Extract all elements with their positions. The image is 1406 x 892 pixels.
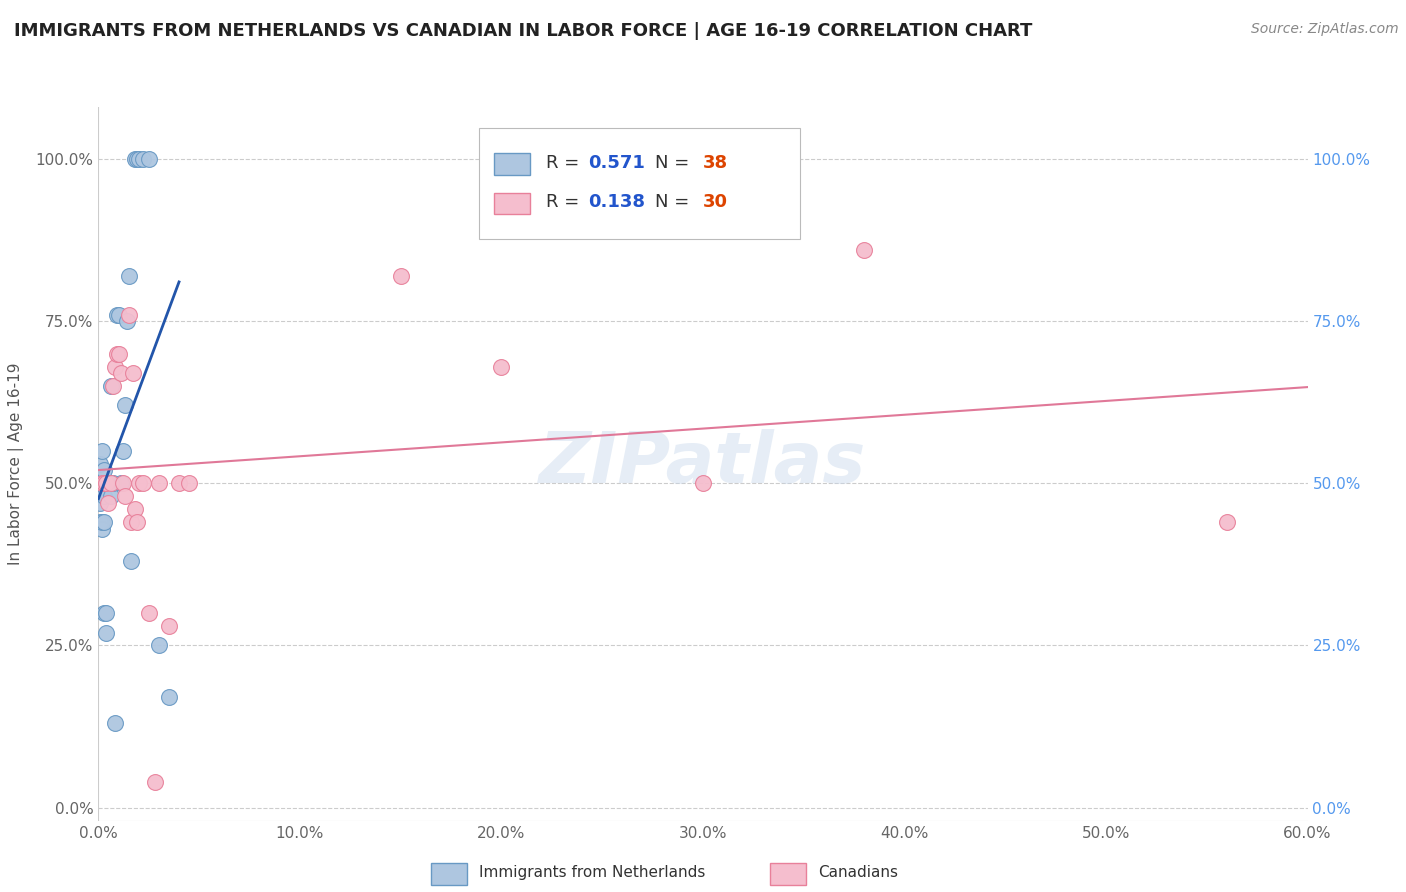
Text: Canadians: Canadians [818,864,898,880]
Point [96,476,118,491]
Point [118,268,141,283]
Point [93,476,115,491]
Point [103,716,125,731]
Point [157,619,180,633]
Point [128,152,150,166]
Text: N =: N = [655,193,695,211]
Point [138,152,160,166]
Point [97,496,120,510]
Point [91,443,114,458]
Point [101,379,124,393]
Point [120,554,142,568]
Point [114,489,136,503]
Point [110,476,132,491]
Point [124,152,146,166]
Point [89,457,111,471]
Point [389,268,412,283]
Point [91,515,114,529]
Point [148,476,170,491]
FancyBboxPatch shape [769,863,806,885]
Text: ZIPatlas: ZIPatlas [540,429,866,499]
Point [111,443,134,458]
Point [179,476,201,491]
Point [121,366,143,380]
Text: 38: 38 [703,153,728,171]
Point [132,476,155,491]
Text: N =: N = [655,153,695,171]
Point [105,346,128,360]
Point [105,308,128,322]
Point [111,476,134,491]
Point [93,476,115,491]
Point [91,476,114,491]
Point [128,476,150,491]
Text: R =: R = [546,153,585,171]
FancyBboxPatch shape [479,128,800,239]
Point [96,625,118,640]
Point [89,496,111,510]
Point [148,639,170,653]
Point [97,476,120,491]
Point [692,476,714,491]
Text: 0.571: 0.571 [588,153,645,171]
Point [115,314,138,328]
Point [89,515,111,529]
Point [167,476,190,491]
Point [107,346,129,360]
Point [100,476,122,491]
Point [101,476,124,491]
Point [107,308,129,322]
Point [120,515,142,529]
Point [93,489,115,503]
FancyBboxPatch shape [494,193,530,214]
Point [125,515,148,529]
Point [1216,515,1239,529]
Point [89,476,111,491]
Point [124,502,146,516]
Point [114,399,136,413]
Point [110,366,132,380]
Point [91,476,114,491]
Y-axis label: In Labor Force | Age 16-19: In Labor Force | Age 16-19 [8,362,24,566]
Text: 0.138: 0.138 [588,193,645,211]
Point [93,606,115,620]
Point [853,243,876,257]
Point [118,308,141,322]
Text: IMMIGRANTS FROM NETHERLANDS VS CANADIAN IN LABOR FORCE | AGE 16-19 CORRELATION C: IMMIGRANTS FROM NETHERLANDS VS CANADIAN … [14,22,1032,40]
Point [91,476,114,491]
FancyBboxPatch shape [432,863,467,885]
Point [93,515,115,529]
Point [97,476,120,491]
Point [93,463,115,477]
Point [132,152,155,166]
Point [125,152,148,166]
Point [157,690,180,705]
Point [100,379,122,393]
Point [138,606,160,620]
Text: R =: R = [546,193,585,211]
Point [491,359,513,374]
Text: Source: ZipAtlas.com: Source: ZipAtlas.com [1251,22,1399,37]
Point [96,606,118,620]
Point [100,489,122,503]
Text: 30: 30 [703,193,728,211]
FancyBboxPatch shape [494,153,530,175]
Text: Immigrants from Netherlands: Immigrants from Netherlands [479,864,706,880]
Point [143,774,166,789]
Point [96,476,118,491]
Point [103,359,125,374]
Point [91,522,114,536]
